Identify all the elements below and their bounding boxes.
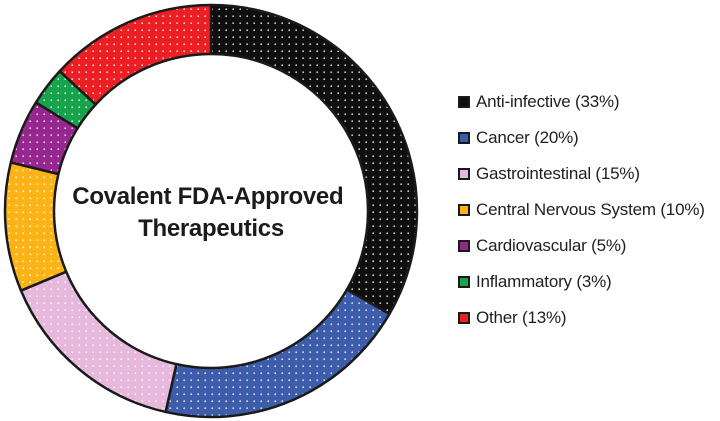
legend-label: Cardiovascular (5%) (476, 236, 627, 255)
donut-segment-texture-cardiovascular (10, 102, 78, 174)
yellow-swatch-icon (458, 204, 470, 216)
legend-item: Other (13%) (458, 300, 705, 336)
donut-segment-outline-anti-infective (209, 3, 419, 316)
legend-item: Cancer (20%) (458, 120, 705, 156)
donut-segments (3, 3, 419, 419)
donut-segment-texture-central-nervous-system (5, 162, 67, 291)
legend-label: Cancer (20%) (476, 128, 579, 147)
legend: Anti-infective (33%) Cancer (20%) Gastroin… (458, 84, 705, 336)
legend-item: Anti-infective (33%) (458, 84, 705, 120)
donut-segment-texture-inflammatory (35, 71, 96, 129)
legend-item: Cardiovascular (5%) (458, 228, 705, 264)
legend-label: Other (13%) (476, 308, 567, 327)
blue-swatch-icon (458, 132, 470, 144)
legend-item: Central Nervous System (10%) (458, 192, 705, 228)
legend-label: Inflammatory (3%) (476, 272, 612, 291)
legend-label: Gastrointestinal (15%) (476, 164, 640, 183)
purple-swatch-icon (458, 240, 470, 252)
donut-segment-texture-other (59, 5, 211, 105)
chart-title-line1: Covalent FDA-Approved (72, 183, 343, 210)
legend-item: Gastrointestinal (15%) (458, 156, 705, 192)
chart-title: Covalent FDA-Approved Therapeutics (72, 183, 349, 242)
donut-segment-texture-anti-infective (211, 5, 417, 314)
legend-label: Anti-infective (33%) (476, 92, 620, 111)
donut-segment-texture-gastrointestinal (21, 271, 177, 412)
legend-label: Central Nervous System (10%) (476, 200, 705, 219)
donut-segment-outline-other (58, 3, 213, 106)
green-swatch-icon (458, 276, 470, 288)
pink-swatch-icon (458, 168, 470, 180)
legend-item: Inflammatory (3%) (458, 264, 705, 300)
chart-title-line2: Therapeutics (138, 215, 284, 242)
black-swatch-icon (458, 96, 470, 108)
red-swatch-icon (458, 312, 470, 324)
